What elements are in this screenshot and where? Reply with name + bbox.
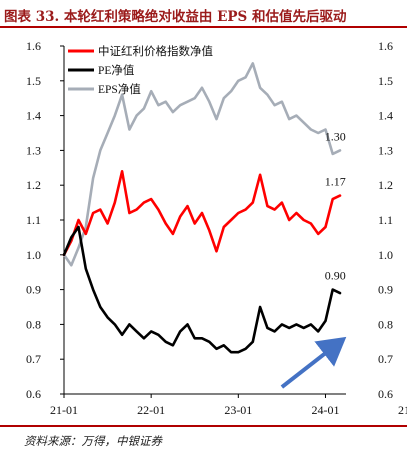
x-tick-label: 21-01: [50, 403, 78, 417]
right-y-tick-label: 1.4: [378, 109, 393, 123]
right-y-tick-label: 1.6: [378, 39, 393, 53]
y-tick-label: 1.6: [26, 39, 41, 53]
y-tick-label: 1.0: [26, 248, 41, 262]
y-tick-label: 1.2: [26, 178, 41, 192]
figure-title-bar: 图表 33. 本轮红利策略绝对收益由 EPS 和估值先后驱动: [0, 0, 407, 28]
right-y-tick-label: 1.5: [378, 74, 393, 88]
x-tick-label: 24-01: [311, 403, 339, 417]
right-y-tick-label: 0.9: [378, 283, 393, 297]
data-label: 1.30: [325, 129, 346, 143]
x-tick-label: 23-01: [224, 403, 252, 417]
right-x-tick-label: 21: [398, 403, 407, 417]
right-y-tick-label: 0.6: [378, 387, 393, 401]
series-line: [62, 62, 342, 267]
legend-label: PE净值: [98, 63, 135, 77]
source-note: 资料来源：万得，中银证券: [24, 434, 162, 448]
series-line: [62, 225, 342, 354]
y-tick-label: 0.6: [26, 387, 41, 401]
right-y-tick-label: 1.0: [378, 248, 393, 262]
y-tick-label: 1.4: [26, 109, 41, 123]
series-layer: [62, 62, 342, 354]
y-tick-label: 1.3: [26, 143, 41, 157]
y-tick-label: 0.9: [26, 283, 41, 297]
y-tick-label: 0.7: [26, 352, 41, 366]
x-tick-label: 22-01: [137, 403, 165, 417]
source-bar: 资料来源：万得，中银证券: [0, 425, 407, 453]
legend-label: 中证红利价格指数净值: [98, 44, 213, 58]
series-line: [62, 170, 342, 257]
y-tick-label: 1.1: [26, 213, 41, 227]
data-label: 1.17: [325, 175, 346, 189]
data-label: 0.90: [325, 269, 346, 283]
y-tick-label: 0.8: [26, 317, 41, 331]
annotation-layer: 1.30 1.17 0.90: [280, 129, 347, 389]
legend: 中证红利价格指数净值 PE净值 EPS净值: [68, 44, 213, 96]
right-y-tick-label: 0.7: [378, 352, 393, 366]
figure-title: 图表 33. 本轮红利策略绝对收益由 EPS 和估值先后驱动: [4, 9, 347, 25]
right-y-tick-label: 1.3: [378, 143, 393, 157]
right-y-tick-label: 0.8: [378, 317, 393, 331]
legend-label: EPS净值: [98, 82, 141, 96]
trend-arrow: [280, 336, 347, 389]
right-y-tick-label: 1.2: [378, 178, 393, 192]
right-y-tick-label: 1.1: [378, 213, 393, 227]
y-tick-label: 1.5: [26, 74, 41, 88]
axes-layer: 0.6 0.7 0.8 0.9 1.0 1.1 1.2 1.3 1.4 1.5 1.6 0.6 0.7 0…: [26, 39, 407, 417]
line-chart: 0.6 0.7 0.8 0.9 1.0 1.1 1.2 1.3 1.4 1.5 1.6 0.6 0.7 0…: [26, 39, 407, 417]
